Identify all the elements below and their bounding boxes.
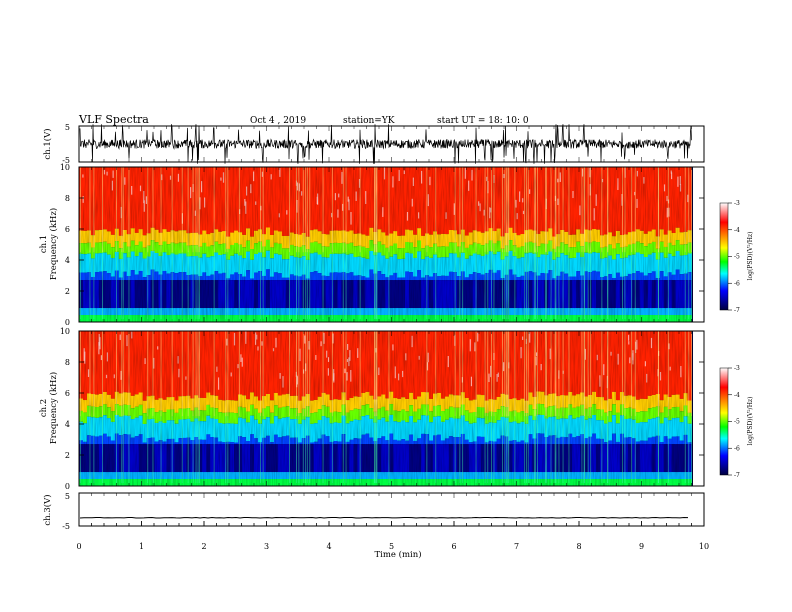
colorbar-tick-label: -6 — [734, 280, 740, 287]
ch1-ytick-top: 5 — [65, 123, 70, 132]
freq-tick-label: 2 — [65, 287, 70, 296]
ch2-spectrogram-ylabel: Frequency (kHz) — [48, 372, 59, 444]
colorbar-tick-label: -4 — [734, 227, 740, 234]
freq-tick-label: 4 — [65, 256, 70, 265]
ch1-spectrogram-panel: 0 2 4 6 8 10 ch.1 Frequency (kHz) — [39, 163, 705, 327]
ch1-colorbar: -3 -4 -5 -6 -7 log(PSD)(V²/Hz) — [719, 200, 754, 314]
station-label: station=YK — [343, 116, 395, 126]
time-tick-label: 10 — [699, 542, 709, 551]
time-tick-label: 5 — [389, 542, 394, 551]
ch2-colorbar-label: log(PSD)(V²/Hz) — [747, 397, 754, 446]
time-tick-label: 0 — [76, 542, 81, 551]
ch1-spectrogram-texture — [79, 167, 693, 322]
freq-tick-label: 8 — [65, 358, 70, 367]
time-tick-label: 4 — [326, 542, 331, 551]
freq-tick-label: 10 — [60, 163, 70, 172]
ch2-freq-ticks: 0 2 4 6 8 10 — [60, 327, 704, 491]
ch2-colorbar: -3 -4 -5 -6 -7 log(PSD)(V²/Hz) — [719, 365, 754, 479]
colorbar-tick-label: -6 — [734, 445, 740, 452]
colorbar-tick-label: -5 — [734, 254, 740, 261]
freq-tick-label: 2 — [65, 451, 70, 460]
colorbar-tick-label: -3 — [734, 365, 740, 372]
time-tick-label: 7 — [514, 542, 519, 551]
ch2-spectrogram-channel-label: ch.2 — [39, 399, 49, 417]
colorbar-tick-label: -5 — [734, 419, 740, 426]
colorbar-tick-label: -7 — [734, 307, 740, 314]
ch2-spectrogram-texture — [79, 331, 693, 486]
figure-title: VLF Spectra — [78, 113, 149, 126]
freq-tick-label: 0 — [65, 482, 70, 491]
ch3-waveform-ylabel: ch.3(V) — [42, 494, 53, 525]
colorbar-tick-label: -3 — [734, 200, 740, 207]
ch1-ytick-bottom: -5 — [62, 156, 70, 165]
time-axis-ticks: 0 1 2 3 4 5 6 7 8 9 10 — [76, 126, 709, 551]
ch3-ytick-bottom: -5 — [62, 522, 70, 531]
time-tick-label: 2 — [201, 542, 206, 551]
colorbar-tick-label: -4 — [734, 392, 740, 399]
freq-tick-label: 10 — [60, 327, 70, 336]
ch1-waveform-trace — [79, 124, 692, 164]
freq-tick-label: 8 — [65, 194, 70, 203]
ch3-waveform-panel: 5 -5 ch.3(V) 0 1 2 3 4 5 6 7 8 9 10 Time (min) — [42, 126, 709, 560]
ch1-spectrogram-ylabel: Frequency (kHz) — [48, 208, 59, 280]
freq-tick-label: 4 — [65, 420, 70, 429]
ch3-waveform-trace — [79, 516, 689, 519]
freq-tick-label: 0 — [65, 318, 70, 327]
time-tick-label: 3 — [264, 542, 269, 551]
ch1-freq-ticks: 0 2 4 6 8 10 — [60, 163, 704, 327]
ch2-colorbar-ticks: -3 -4 -5 -6 -7 — [728, 365, 740, 479]
ch2-colorbar-scale — [719, 367, 729, 476]
ch1-waveform-panel: 5 -5 ch.1(V) — [42, 123, 705, 165]
ch1-colorbar-scale — [719, 202, 729, 311]
ch1-waveform-ylabel: ch.1(V) — [42, 128, 53, 159]
ch1-spectrogram-channel-label: ch.1 — [39, 235, 49, 253]
freq-tick-label: 6 — [65, 225, 70, 234]
start-time-label: start UT = 18: 10: 0 — [437, 116, 529, 126]
ch1-colorbar-ticks: -3 -4 -5 -6 -7 — [728, 200, 740, 314]
date-label: Oct 4 , 2019 — [250, 116, 306, 126]
ch2-spectrogram-panel: 0 2 4 6 8 10 ch.2 Frequency (kHz) — [39, 327, 705, 491]
time-tick-label: 1 — [139, 542, 144, 551]
time-axis-label: Time (min) — [374, 549, 421, 560]
ch1-colorbar-label: log(PSD)(V²/Hz) — [747, 232, 754, 281]
freq-tick-label: 6 — [65, 389, 70, 398]
time-tick-label: 9 — [639, 542, 644, 551]
time-tick-label: 6 — [451, 542, 456, 551]
ch3-ytick-top: 5 — [65, 492, 70, 501]
colorbar-tick-label: -7 — [734, 472, 740, 479]
time-tick-label: 8 — [576, 542, 581, 551]
